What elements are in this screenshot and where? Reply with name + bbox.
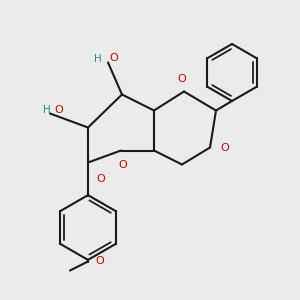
Text: O: O: [55, 106, 63, 116]
Text: O: O: [110, 53, 118, 63]
Text: O: O: [118, 160, 127, 170]
Text: H: H: [94, 54, 102, 64]
Text: O: O: [177, 74, 186, 84]
Text: O: O: [95, 256, 104, 266]
Text: O: O: [96, 174, 105, 184]
Text: H: H: [43, 106, 51, 116]
Text: O: O: [220, 143, 229, 153]
